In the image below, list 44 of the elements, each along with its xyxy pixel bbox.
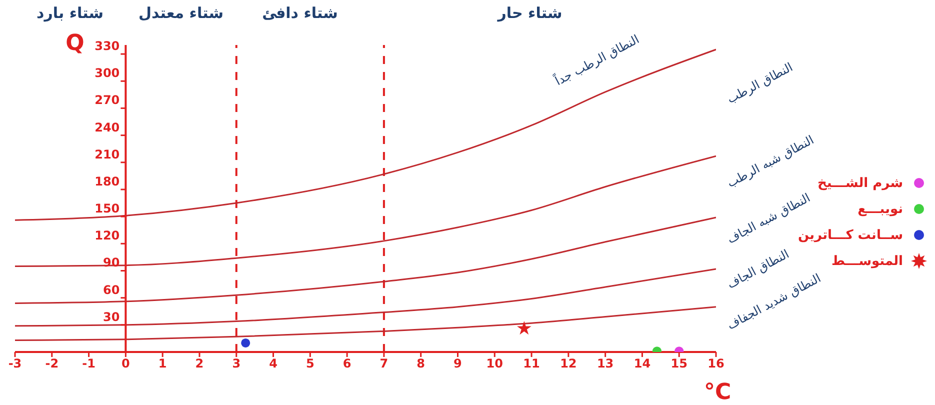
text: النطاق الجاف <box>724 246 792 292</box>
y-tick-label: 60 <box>102 282 120 297</box>
x-tick-label: 7 <box>380 356 388 371</box>
y-tick-label: 210 <box>94 147 120 162</box>
y-tick-label: 270 <box>94 93 120 108</box>
x-tick-label: 2 <box>195 356 204 371</box>
legend-label: نويبـــع <box>858 202 903 216</box>
x-tick-label: 4 <box>269 356 278 371</box>
y-tick-label: 30 <box>102 310 120 324</box>
x-tick-label: 9 <box>454 356 462 371</box>
x-tick-label: 1 <box>158 356 167 371</box>
x-tick-label: 14 <box>634 356 651 371</box>
y-tick-label: 240 <box>94 120 120 134</box>
x-tick-label: 11 <box>523 356 540 371</box>
x-tick-label: 0 <box>122 356 130 371</box>
x-tick-label: -3 <box>8 356 22 371</box>
text: شتاء معتدل <box>138 4 224 22</box>
text: شتاء دافئ <box>261 4 339 22</box>
legend-label: شرم الشـــيخ <box>818 176 903 190</box>
text: شتاء حار <box>496 4 564 22</box>
x-axis-title: °C <box>704 380 732 405</box>
x-tick-label: 3 <box>232 356 241 371</box>
text: شتاء بارد <box>36 4 104 22</box>
x-tick-label: 15 <box>670 356 688 371</box>
x-tick-label: 13 <box>596 356 614 371</box>
y-tick-label: 150 <box>94 202 120 216</box>
y-tick-label: 300 <box>94 66 120 80</box>
y-tick-label: 180 <box>94 174 120 188</box>
y-tick-label: 120 <box>94 228 120 243</box>
legend-label: ســانت كـــاترين <box>798 228 903 242</box>
x-tick-label: 8 <box>416 356 426 371</box>
x-tick-label: -2 <box>45 356 59 371</box>
y-axis-title: Q <box>66 31 84 56</box>
legend-label: المتوســـط <box>831 254 903 268</box>
x-tick-label: 5 <box>306 356 314 371</box>
x-tick-label: -1 <box>82 356 96 371</box>
text: النطاق الرطب <box>724 60 796 106</box>
x-tick-label: 12 <box>560 356 577 371</box>
y-tick-label: 330 <box>94 39 120 54</box>
text: النطاق شبه الرطب <box>724 132 816 190</box>
x-tick-label: 10 <box>486 356 503 371</box>
annotation: النطاق الرطب جداً <box>552 32 641 89</box>
x-tick-label: 16 <box>708 356 724 371</box>
x-tick-label: 6 <box>342 356 352 371</box>
